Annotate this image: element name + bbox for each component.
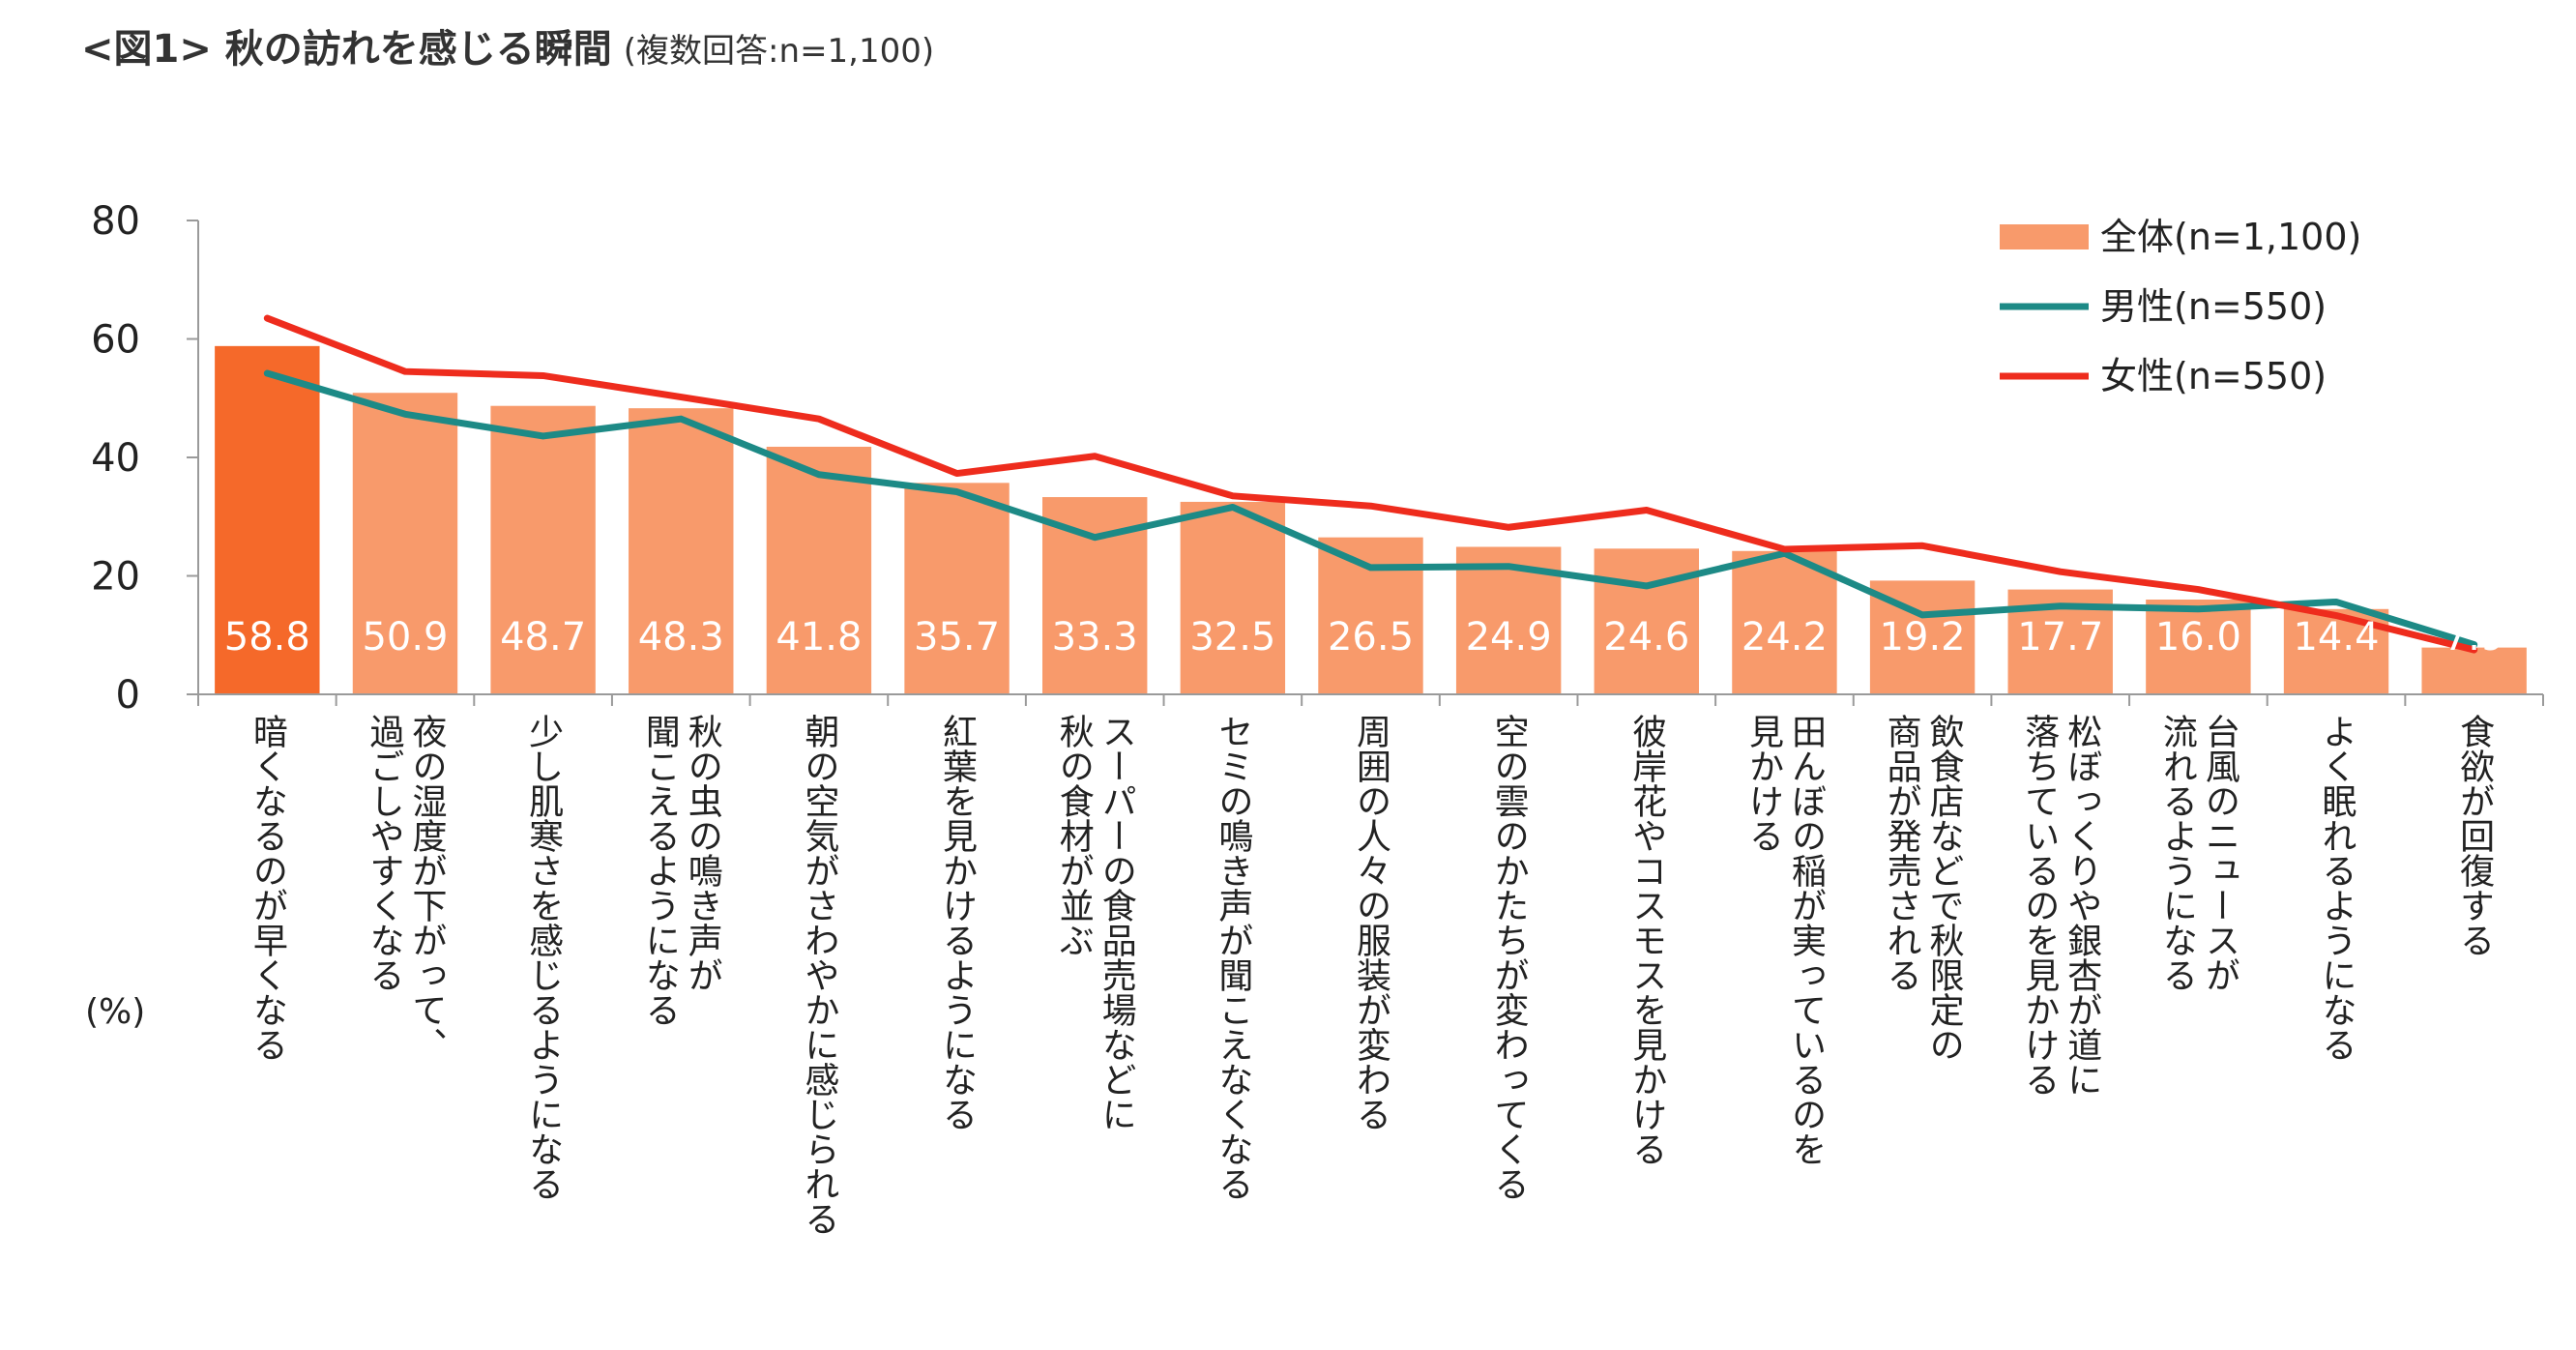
category-label: 食欲が回復する <box>2454 714 2495 957</box>
data-label: 35.7 <box>914 615 1000 660</box>
bar <box>1180 501 1286 694</box>
data-label: 41.8 <box>776 615 862 660</box>
category-label: 秋の食材が並ぶ <box>1054 714 1095 957</box>
bar <box>1594 548 1699 694</box>
data-label: 16.0 <box>2155 615 2241 660</box>
chart-subtitle: (複数回答:n=1,100) <box>623 32 935 71</box>
bar <box>904 483 1010 694</box>
data-label: 14.4 <box>2293 615 2379 660</box>
category-label: セミの鳴き声が聞こえなくなる <box>1213 714 1252 1201</box>
category-label: 周囲の人々の服装が変わる <box>1351 714 1390 1131</box>
category-label: 彼岸花やコスモスを見かける <box>1626 714 1666 1166</box>
category-label: 落ちているのを見かける <box>2019 714 2059 1097</box>
y-tick-label: 60 <box>91 318 140 363</box>
bar <box>2146 600 2251 694</box>
series-line-male <box>263 369 2478 649</box>
bar <box>1732 550 1837 694</box>
legend: 全体(n=1,100) 男性(n=550) 女性(n=550) <box>2000 216 2361 397</box>
y-tick-label: 40 <box>91 436 140 481</box>
category-label: 商品が発売される <box>1882 714 1921 992</box>
data-label: 48.7 <box>500 615 586 660</box>
bars-group <box>215 345 2527 694</box>
series-line-female <box>263 314 2478 654</box>
category-labels-group: 暗くなるのが早くなる 夜の湿度が下がって、過ごしやすくなる 少し肌寒さを感じるように… <box>248 714 2495 1236</box>
data-label: 7.9 <box>2444 615 2505 660</box>
legend-label: 男性(n=550) <box>2100 285 2327 328</box>
bar <box>2421 647 2527 694</box>
category-label: スーパーの食品売場などに <box>1097 714 1136 1131</box>
data-labels-group: 58.8 50.9 48.7 48.3 41.8 35.7 33.3 32.5 26.5 24.9… <box>224 615 2505 660</box>
category-label: 少し肌寒さを感じるようになる <box>523 714 563 1201</box>
category-label: 朝の空気がさわやかに感じられる <box>799 714 838 1236</box>
y-tick-label: 80 <box>91 199 140 244</box>
bar <box>1318 537 1423 694</box>
legend-label: 女性(n=550) <box>2100 355 2327 397</box>
category-label: 過ごしやすくなる <box>364 714 404 992</box>
data-label: 24.2 <box>1742 615 1828 660</box>
y-tick-label: 0 <box>116 673 140 718</box>
data-label: 24.9 <box>1466 615 1552 660</box>
legend-label: 全体(n=1,100) <box>2100 216 2361 258</box>
chart-title: <図1> 秋の訪れを感じる瞬間 <box>81 27 612 72</box>
data-label: 26.5 <box>1328 615 1414 660</box>
category-label: 空の雲のかたちが変わってくる <box>1489 714 1529 1201</box>
bar <box>766 446 872 694</box>
data-label: 17.7 <box>2017 615 2103 660</box>
lines-group <box>263 314 2478 654</box>
category-label: 聞こえるようになる <box>640 714 680 1027</box>
bar <box>352 393 458 694</box>
category-label: 夜の湿度が下がって、 <box>406 714 447 1062</box>
category-label: 見かける <box>1743 714 1783 853</box>
category-label: 田んぼの稲が実っているのを <box>1786 714 1826 1166</box>
bar <box>215 345 320 694</box>
chart-title-row: <図1> 秋の訪れを感じる瞬間 (複数回答:n=1,100) <box>81 17 934 73</box>
category-label: 暗くなるのが早くなる <box>248 714 287 1062</box>
category-label: 紅葉を見かけるようになる <box>937 714 977 1131</box>
y-unit-label: (%) <box>85 992 145 1032</box>
data-label: 48.3 <box>638 615 724 660</box>
category-label: 秋の虫の鳴き声が <box>683 714 723 992</box>
bar <box>490 405 596 694</box>
category-label: 台風のニュースが <box>2200 714 2239 992</box>
y-tick-label: 20 <box>91 555 140 600</box>
data-label: 24.6 <box>1603 615 1689 660</box>
bar <box>629 408 734 694</box>
category-label: 松ぼっくりや銀杏が道に <box>2062 714 2101 1097</box>
legend-swatch-bar <box>2000 224 2089 249</box>
category-label: 飲食店などで秋限定の <box>1924 714 1965 1062</box>
axes-group: 0 20 40 60 80 <box>91 199 2544 718</box>
category-label: 流れるようになる <box>2157 714 2197 992</box>
data-label: 58.8 <box>224 615 310 660</box>
data-label: 33.3 <box>1052 615 1138 660</box>
category-label: よく眠れるようになる <box>2317 714 2356 1062</box>
data-label: 19.2 <box>1880 615 1966 660</box>
data-label: 32.5 <box>1189 615 1275 660</box>
data-label: 50.9 <box>362 615 448 660</box>
